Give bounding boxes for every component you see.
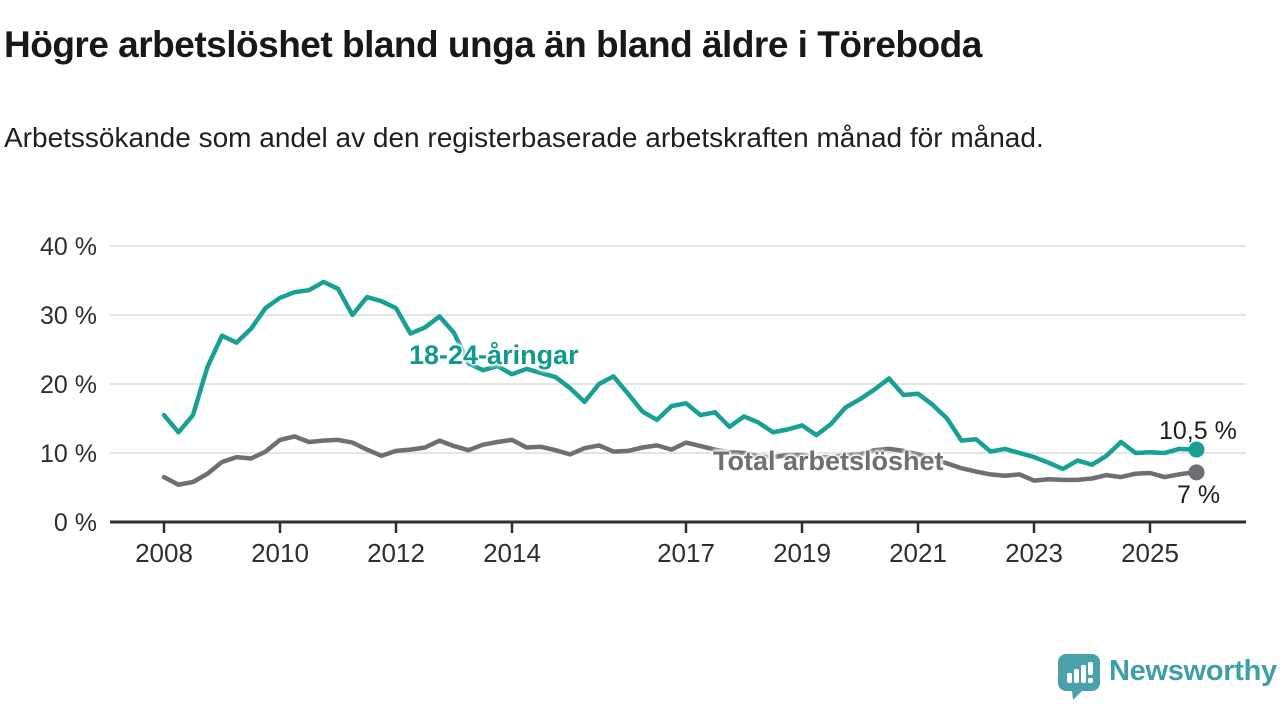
logo-exclamation-dot xyxy=(1088,678,1093,683)
x-tick-label-2014: 2014 xyxy=(483,538,541,568)
logo-exclamation-bar xyxy=(1088,662,1093,675)
line-chart: 0 % 10 % 20 % 30 % 40 % 2008 2010 2012 2014 2017 2… xyxy=(40,233,1246,568)
x-tick-label-2019: 2019 xyxy=(773,538,831,568)
x-tick-label-2012: 2012 xyxy=(367,538,425,568)
end-value-label-youth: 10,5 % xyxy=(1159,417,1237,445)
x-tick-label-2010: 2010 xyxy=(251,538,309,568)
newsworthy-logo-icon xyxy=(1058,654,1100,700)
series-label-total: Total arbetslöshet xyxy=(713,446,944,476)
x-tick-label-2025: 2025 xyxy=(1121,538,1179,568)
newsworthy-logo-text: Newsworthy xyxy=(1109,655,1277,687)
y-tick-label-40: 40 % xyxy=(40,233,97,261)
x-tick-label-2021: 2021 xyxy=(889,538,947,568)
total-series-line xyxy=(161,434,1196,487)
series-label-youth: 18-24-åringar xyxy=(409,340,579,370)
logo-bar-medium xyxy=(1074,669,1079,683)
page-title: Högre arbetslöshet bland unga än bland ä… xyxy=(4,24,982,65)
y-tick-label-0: 0 % xyxy=(54,509,97,537)
newsworthy-logo: Newsworthy xyxy=(1056,653,1277,700)
youth-series-line xyxy=(161,279,1196,472)
page-subtitle: Arbetssökande som andel av den registerb… xyxy=(4,122,1044,153)
youth-series-end-dot xyxy=(1188,441,1205,458)
chart-canvas: 0 % 10 % 20 % 30 % 40 % 2008 2010 2012 2014 2017 2… xyxy=(40,233,1246,568)
y-tick-label-30: 30 % xyxy=(40,302,97,330)
total-series-end-dot xyxy=(1188,464,1205,481)
y-tick-label-10: 10 % xyxy=(40,440,97,468)
logo-bar-large xyxy=(1081,665,1086,683)
y-tick-label-20: 20 % xyxy=(40,371,97,399)
x-tick-label-2008: 2008 xyxy=(135,538,193,568)
x-tick-label-2017: 2017 xyxy=(657,538,715,568)
logo-bar-small xyxy=(1067,673,1072,683)
end-value-label-total: 7 % xyxy=(1177,481,1221,509)
x-tick-label-2023: 2023 xyxy=(1005,538,1063,568)
